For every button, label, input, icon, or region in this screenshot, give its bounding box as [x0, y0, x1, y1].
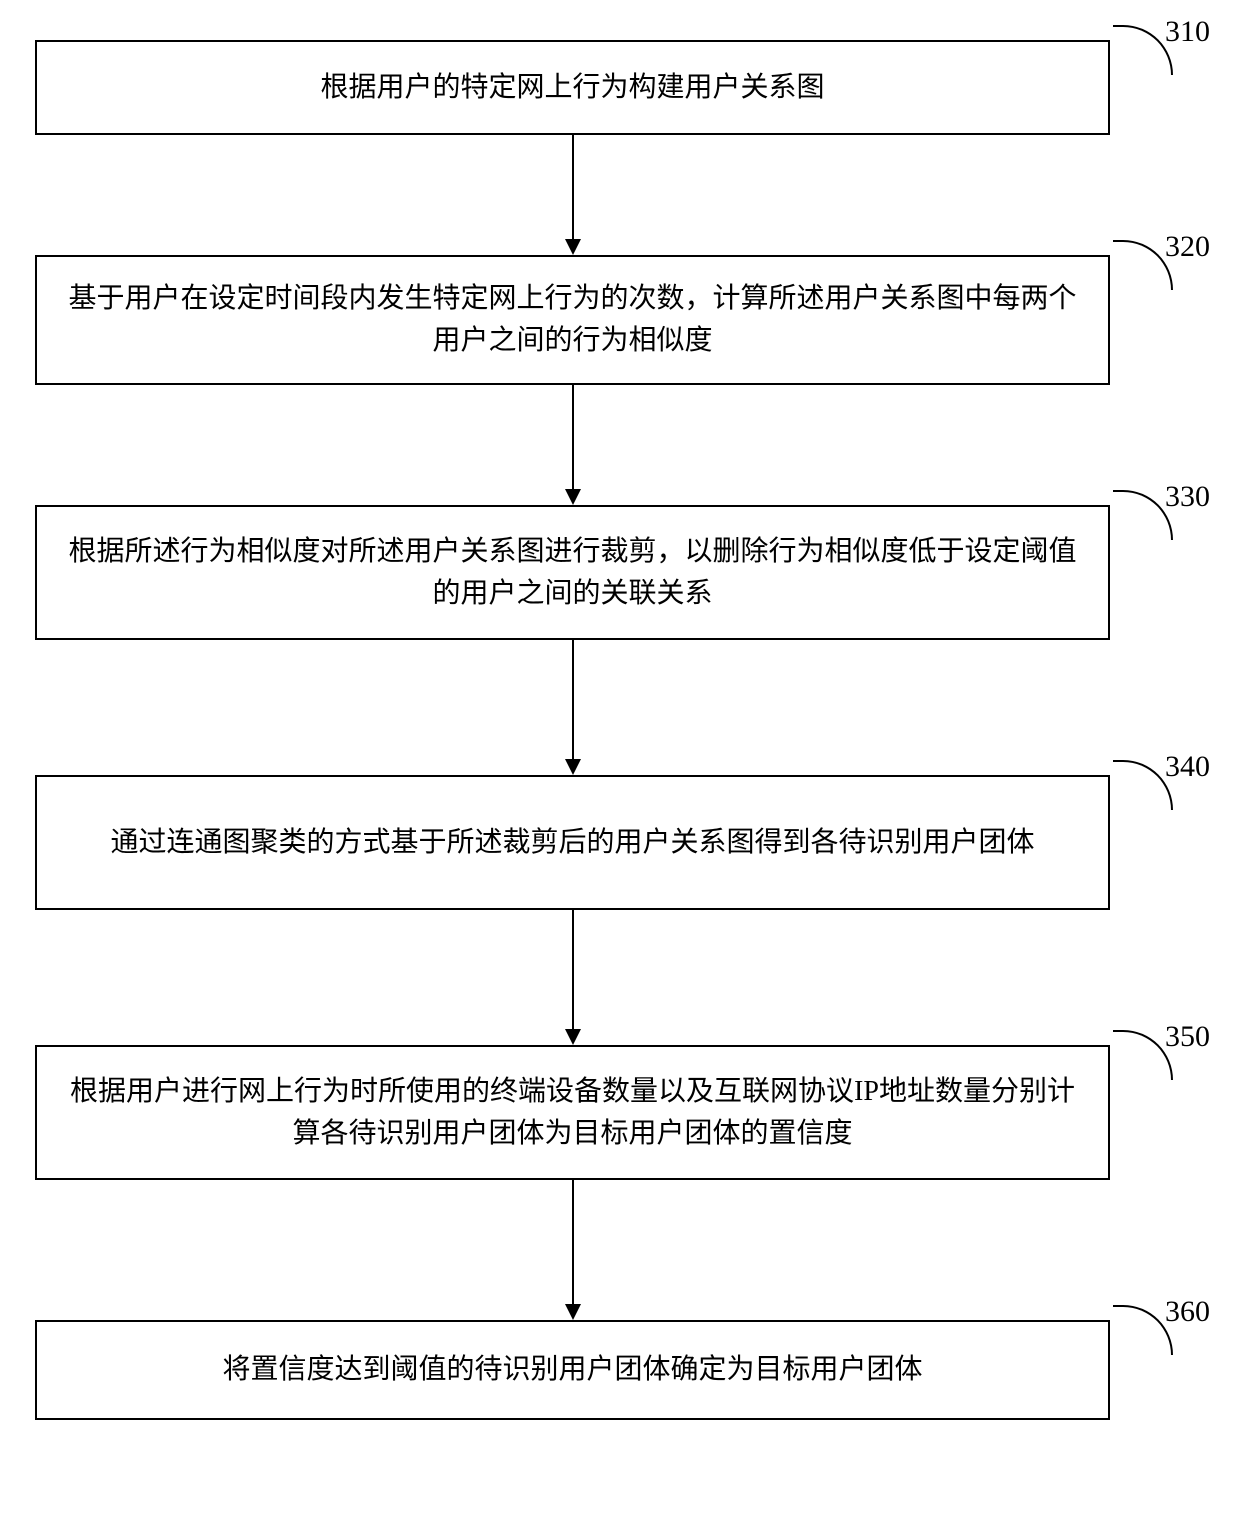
flow-step-label-330: 330	[1165, 480, 1210, 514]
label-connector	[1113, 1305, 1173, 1355]
flow-step-label-340: 340	[1165, 750, 1210, 784]
flow-step-text: 基于用户在设定时间段内发生特定网上行为的次数，计算所述用户关系图中每两个用户之间…	[67, 278, 1078, 362]
flow-step-text: 通过连通图聚类的方式基于所述裁剪后的用户关系图得到各待识别用户团体	[110, 822, 1034, 864]
label-connector	[1113, 240, 1173, 290]
flow-step-320: 基于用户在设定时间段内发生特定网上行为的次数，计算所述用户关系图中每两个用户之间…	[35, 255, 1110, 385]
flow-arrow	[572, 135, 574, 240]
flow-step-text: 根据所述行为相似度对所述用户关系图进行裁剪，以删除行为相似度低于设定阈值的用户之…	[67, 531, 1078, 615]
flow-step-label-350: 350	[1165, 1020, 1210, 1054]
arrow-head-icon	[565, 1304, 581, 1320]
arrow-head-icon	[565, 1029, 581, 1045]
flow-step-340: 通过连通图聚类的方式基于所述裁剪后的用户关系图得到各待识别用户团体	[35, 775, 1110, 910]
arrow-head-icon	[565, 239, 581, 255]
label-connector	[1113, 490, 1173, 540]
flow-arrow	[572, 1180, 574, 1305]
flow-step-label-310: 310	[1165, 15, 1210, 49]
flow-step-text: 根据用户的特定网上行为构建用户关系图	[320, 67, 824, 109]
label-connector	[1113, 760, 1173, 810]
label-connector	[1113, 25, 1173, 75]
flow-step-label-360: 360	[1165, 1295, 1210, 1329]
arrow-head-icon	[565, 759, 581, 775]
flow-step-350: 根据用户进行网上行为时所使用的终端设备数量以及互联网协议IP地址数量分别计算各待…	[35, 1045, 1110, 1180]
label-connector	[1113, 1030, 1173, 1080]
flow-step-text: 将置信度达到阈值的待识别用户团体确定为目标用户团体	[222, 1349, 922, 1391]
flow-step-310: 根据用户的特定网上行为构建用户关系图	[35, 40, 1110, 135]
flow-step-330: 根据所述行为相似度对所述用户关系图进行裁剪，以删除行为相似度低于设定阈值的用户之…	[35, 505, 1110, 640]
flow-arrow	[572, 385, 574, 490]
flow-arrow	[572, 910, 574, 1030]
flow-step-360: 将置信度达到阈值的待识别用户团体确定为目标用户团体	[35, 1320, 1110, 1420]
flow-step-text: 根据用户进行网上行为时所使用的终端设备数量以及互联网协议IP地址数量分别计算各待…	[67, 1071, 1078, 1155]
flow-arrow	[572, 640, 574, 760]
arrow-head-icon	[565, 489, 581, 505]
flow-step-label-320: 320	[1165, 230, 1210, 264]
